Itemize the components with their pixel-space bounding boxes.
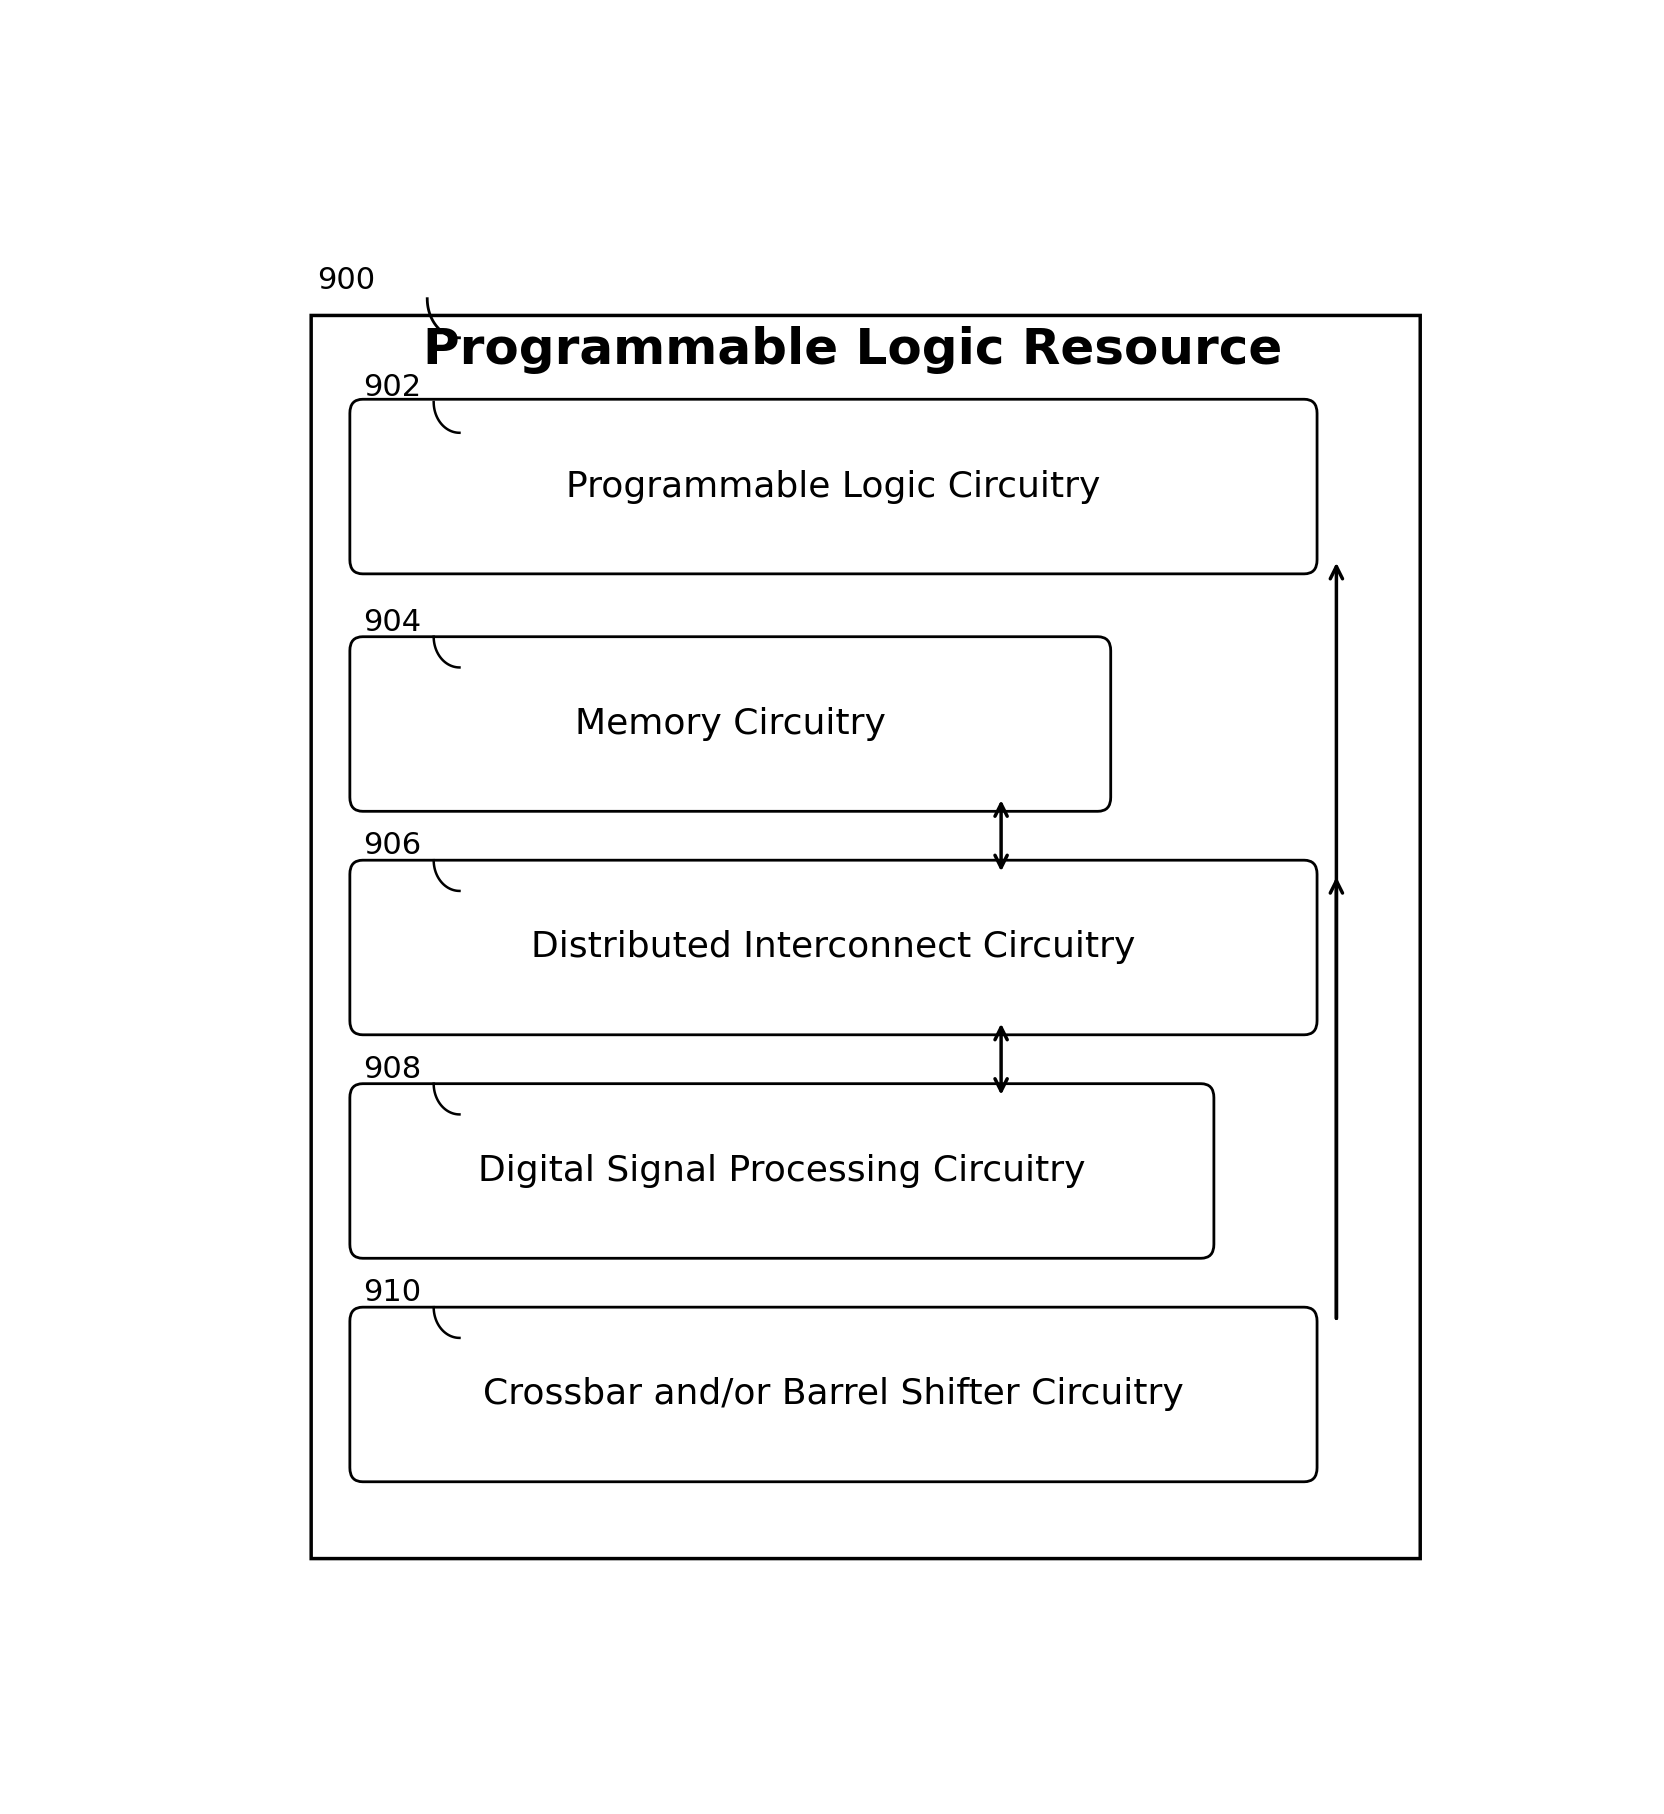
Text: Programmable Logic Circuitry: Programmable Logic Circuitry xyxy=(566,470,1100,504)
Text: Crossbar and/or Barrel Shifter Circuitry: Crossbar and/or Barrel Shifter Circuitry xyxy=(483,1377,1183,1411)
Text: Distributed Interconnect Circuitry: Distributed Interconnect Circuitry xyxy=(531,931,1135,965)
FancyBboxPatch shape xyxy=(349,860,1318,1034)
Text: Digital Signal Processing Circuitry: Digital Signal Processing Circuitry xyxy=(478,1154,1085,1188)
Text: 900: 900 xyxy=(318,265,376,294)
FancyBboxPatch shape xyxy=(349,399,1318,573)
FancyBboxPatch shape xyxy=(349,1083,1215,1259)
Text: Programmable Logic Resource: Programmable Logic Resource xyxy=(423,327,1283,374)
Text: Memory Circuitry: Memory Circuitry xyxy=(574,707,885,740)
Text: 910: 910 xyxy=(363,1279,421,1308)
FancyBboxPatch shape xyxy=(311,316,1421,1558)
Text: 908: 908 xyxy=(363,1054,421,1083)
Text: 904: 904 xyxy=(363,608,421,637)
FancyBboxPatch shape xyxy=(349,1308,1318,1482)
Text: 902: 902 xyxy=(363,374,421,403)
FancyBboxPatch shape xyxy=(349,637,1112,811)
Text: 906: 906 xyxy=(363,831,421,860)
